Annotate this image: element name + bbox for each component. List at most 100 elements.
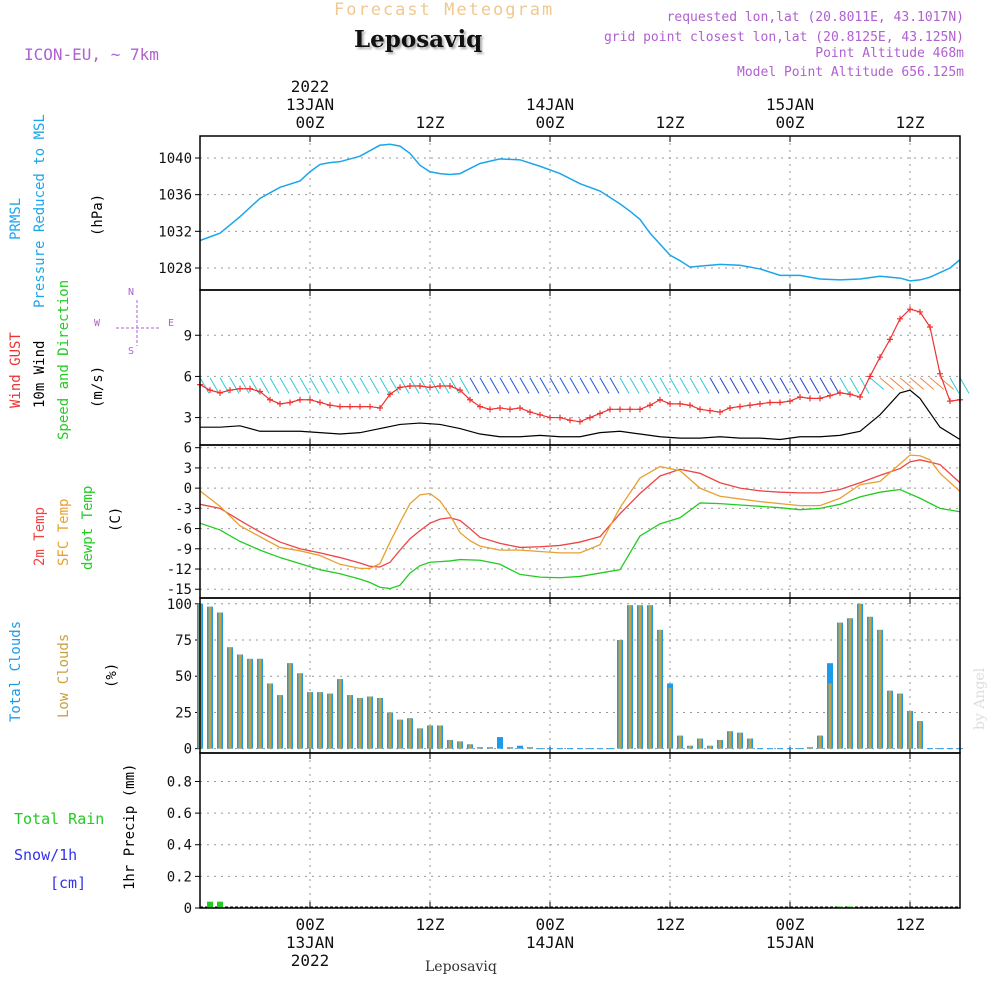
wind-gust-point — [667, 400, 673, 407]
wind-gust-point — [377, 404, 383, 411]
low-clouds-bar — [288, 663, 292, 749]
temp-2m-line — [199, 459, 961, 568]
wind-direction-arrow — [639, 377, 650, 394]
chart-subtitle: Forecast Meteogram — [334, 0, 555, 20]
low-clouds-bar — [868, 616, 872, 749]
wind-gust-point — [217, 389, 223, 396]
wind-gust-point — [767, 399, 773, 406]
temp-dewpt-label: dewpt Temp — [80, 485, 96, 570]
wind-gust-point — [397, 384, 403, 391]
bottom-date-label: 15JAN — [766, 933, 814, 952]
wind-gust-point — [597, 410, 603, 417]
wind-gust-point — [337, 403, 343, 410]
wind-speed-line — [200, 389, 961, 441]
low-clouds-bar — [328, 693, 332, 749]
wind-direction-arrow — [899, 377, 915, 390]
low-clouds-bar — [668, 687, 672, 749]
watermark: by Angel — [972, 667, 988, 730]
wind-direction-arrow — [879, 377, 895, 390]
low-clouds-bar — [888, 690, 892, 749]
wind-direction-arrow — [419, 377, 430, 394]
low-clouds-bar — [388, 712, 392, 749]
wind-direction-arrow — [789, 377, 800, 394]
wind-gust-point — [907, 306, 913, 313]
y-tick-label: 0 — [184, 742, 192, 758]
low-clouds-bar — [858, 603, 862, 749]
wind-direction-arrow — [569, 377, 580, 394]
wind-gust-point — [877, 354, 883, 361]
low-clouds-bar — [848, 618, 852, 749]
wind-gust-point — [427, 384, 433, 391]
wind-direction-arrow — [679, 377, 690, 394]
top-date-label: 15JAN — [766, 95, 814, 114]
wind-direction-arrow — [239, 377, 250, 394]
temp-sfc-label: SFC Temp — [56, 498, 72, 566]
wind-gust-point — [697, 406, 703, 413]
wind-direction-arrow — [809, 377, 820, 394]
wind-direction-arrow — [229, 377, 240, 394]
wind-gust-point — [407, 383, 413, 390]
y-tick-label: 75 — [175, 633, 192, 649]
wind-gust-point — [927, 324, 933, 331]
low-clouds-bar — [698, 738, 702, 749]
low-clouds-bar — [468, 744, 472, 749]
wind-direction-arrow — [659, 377, 670, 394]
wind-gust-point — [627, 406, 633, 413]
top-hour-label: 00Z — [776, 113, 805, 132]
y-tick-label: 1032 — [158, 224, 192, 240]
compass-north: N — [128, 287, 135, 298]
wind-gust-point — [517, 404, 523, 411]
wind-gust-point — [847, 391, 853, 398]
pressure-label-1: PRMSL — [8, 197, 24, 240]
bottom-hour-label: 00Z — [536, 915, 565, 934]
wind-10m-label: 10m Wind — [32, 340, 48, 408]
wind-direction-arrow — [859, 377, 870, 394]
y-tick-label: 3 — [184, 461, 192, 477]
low-clouds-bar — [718, 739, 722, 749]
footer-location: Leposaviq — [425, 959, 497, 975]
wind-direction-arrow — [349, 377, 360, 394]
requested-location: requested lon,lat (20.8011E, 43.1017N) — [666, 10, 964, 25]
low-clouds-bar — [278, 695, 282, 749]
top-hour-label: 12Z — [896, 113, 925, 132]
wind-direction-arrow — [359, 377, 370, 394]
wind-gust-point — [497, 404, 503, 411]
y-tick-label: 3 — [184, 411, 192, 427]
top-hour-label: 12Z — [656, 113, 685, 132]
wind-direction-arrow — [629, 377, 640, 394]
low-clouds-bar — [248, 658, 252, 749]
wind-direction-arrow — [429, 377, 440, 394]
y-tick-label: -15 — [167, 582, 192, 598]
wind-gust-point — [237, 385, 243, 392]
low-clouds-bar — [838, 622, 842, 749]
total-rain-label: Total Rain — [14, 810, 105, 828]
bottom-date-label: 13JAN — [286, 933, 334, 952]
y-tick-label: 0.2 — [167, 869, 192, 885]
low-clouds-bar — [318, 692, 322, 749]
low-clouds-bar — [228, 647, 232, 749]
top-date-label: 13JAN — [286, 95, 334, 114]
low-clouds-bar — [208, 606, 212, 749]
compass-east: E — [168, 318, 175, 329]
y-tick-label: -9 — [175, 542, 192, 558]
wind-direction-arrow — [579, 377, 590, 394]
wind-gust-point — [747, 402, 753, 409]
low-clouds-bar — [308, 692, 312, 749]
low-clouds-bar — [628, 605, 632, 749]
wind-gust-point — [757, 400, 763, 407]
wind-gust-point — [817, 395, 823, 402]
low-clouds-bar — [898, 693, 902, 749]
wind-direction-arrow — [869, 377, 885, 390]
temp-sfc-line — [199, 454, 961, 569]
wind-gust-point — [717, 409, 723, 416]
bottom-hour-label: 12Z — [896, 915, 925, 934]
wind-direction-arrow — [889, 377, 905, 390]
wind-direction-arrow — [819, 377, 830, 394]
wind-direction-arrow — [479, 377, 490, 394]
low-clouds-bar — [478, 747, 482, 749]
temp-dewpt-line — [199, 488, 961, 590]
wind-direction-arrow — [339, 377, 350, 394]
snow-unit-label: [cm] — [50, 874, 87, 892]
wind-gust-label: Wind GUST — [8, 332, 24, 408]
